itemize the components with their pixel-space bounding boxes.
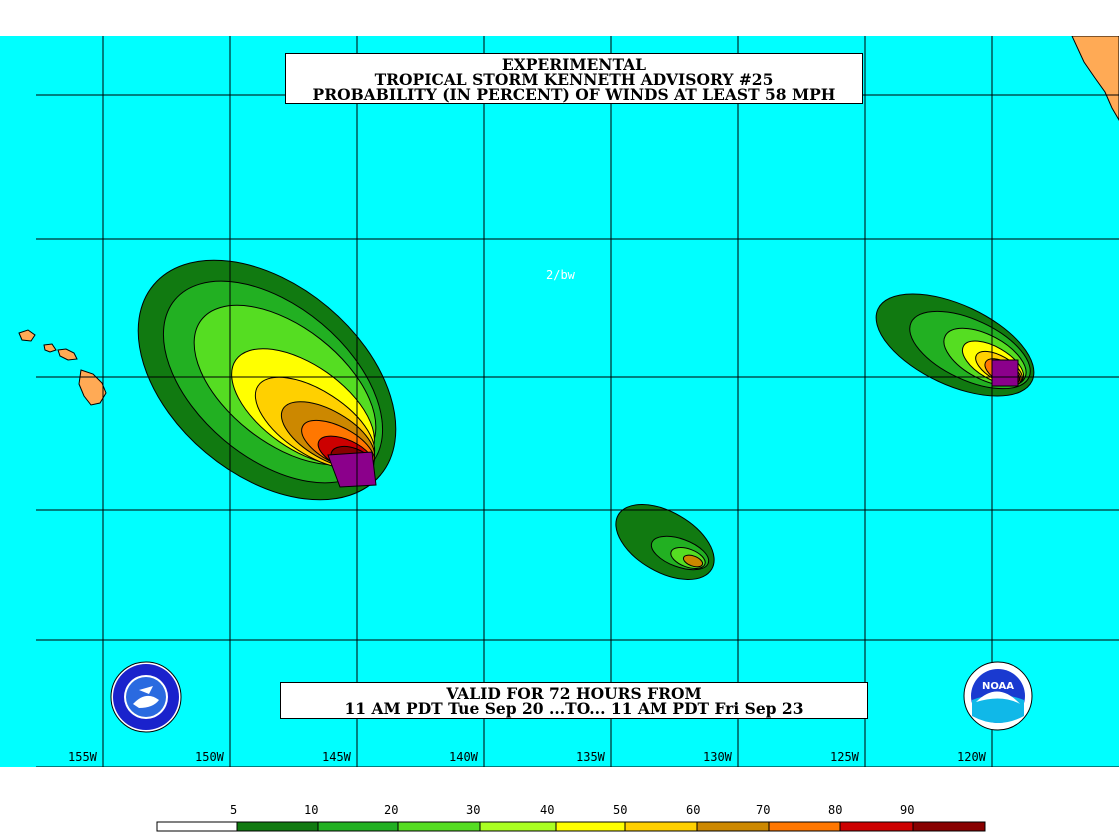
legend-label: 80: [828, 803, 843, 817]
valid-line2: 11 AM PDT Tue Sep 20 ...TO... 11 AM PDT …: [344, 699, 804, 718]
contour-middle: [615, 504, 715, 580]
legend-label: 60: [686, 803, 701, 817]
legend-label: 30: [466, 803, 481, 817]
legend-swatch: [397, 821, 481, 832]
legend-swatch: [912, 821, 986, 832]
title-line1: EXPERIMENTAL: [501, 55, 647, 74]
legend-swatch: [696, 821, 770, 832]
mexico-coast: [1071, 36, 1119, 121]
legend-swatch: [156, 821, 238, 832]
noaa-logo-text: NOAA: [982, 681, 1014, 692]
noaa-logo-icon: NOAA: [963, 661, 1033, 731]
lon-label: 120W: [957, 750, 986, 764]
legend-swatch: [555, 821, 626, 832]
contour-east: [875, 293, 1035, 397]
lon-label: 130W: [703, 750, 732, 764]
valid-line1: VALID FOR 72 HOURS FROM: [446, 684, 702, 703]
legend-label: 5: [230, 803, 238, 817]
contour-main: [137, 259, 397, 501]
legend-swatch: [768, 821, 841, 832]
lat-lon-grid: [36, 36, 1119, 767]
legend-swatch: [236, 821, 319, 832]
valid-box: VALID FOR 72 HOURS FROM 11 AM PDT Tue Se…: [280, 682, 868, 719]
title-line2: TROPICAL STORM KENNETH ADVISORY #25: [374, 70, 774, 89]
legend-swatch: [317, 821, 399, 832]
legend-label: 90: [900, 803, 915, 817]
lon-label: 140W: [449, 750, 478, 764]
title-line3: PROBABILITY (IN PERCENT) OF WINDS AT LEA…: [312, 85, 836, 104]
title-box: EXPERIMENTAL TROPICAL STORM KENNETH ADVI…: [285, 53, 863, 104]
lon-label: 155W: [68, 750, 97, 764]
legend-swatch: [624, 821, 698, 832]
lon-label: 125W: [830, 750, 859, 764]
legend-bar: [156, 821, 986, 832]
hawaii-islands: [18, 329, 107, 406]
legend-label: 40: [540, 803, 555, 817]
forecaster-initials: 2/bw: [546, 268, 575, 282]
legend-label: 10: [304, 803, 319, 817]
legend-label: 50: [613, 803, 628, 817]
legend-label: 20: [384, 803, 399, 817]
legend-swatch: [479, 821, 557, 832]
lon-label: 145W: [322, 750, 351, 764]
lon-label: 150W: [195, 750, 224, 764]
nws-logo-icon: [110, 661, 182, 733]
legend-label: 70: [756, 803, 771, 817]
legend-swatch: [839, 821, 914, 832]
lon-label: 135W: [576, 750, 605, 764]
